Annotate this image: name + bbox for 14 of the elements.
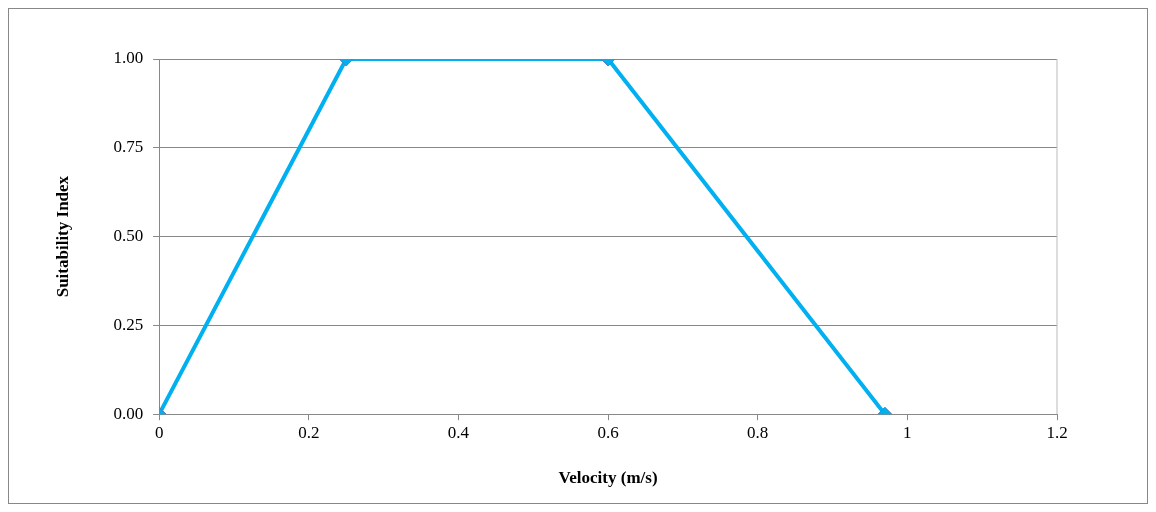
y-tick-label: 0.00 [113,403,144,423]
y-tick-label: 0.75 [113,137,144,157]
y-tick-label: 1.00 [113,48,144,68]
y-axis-title: Suitability Index [52,175,72,298]
x-axis-title: Velocity (m/s) [558,468,658,488]
x-tick-label: 0.2 [298,422,320,442]
x-tick-label: 1 [903,422,912,442]
x-tick-label: 0.8 [747,422,769,442]
y-tick-label: 0.50 [113,226,144,246]
x-tick-label: 0 [154,422,164,442]
x-tick-label: 0.4 [447,422,470,442]
x-tick-label: 1.2 [1046,422,1068,442]
y-tick-label: 0.25 [113,314,144,334]
x-tick-label: 0.6 [597,422,619,442]
